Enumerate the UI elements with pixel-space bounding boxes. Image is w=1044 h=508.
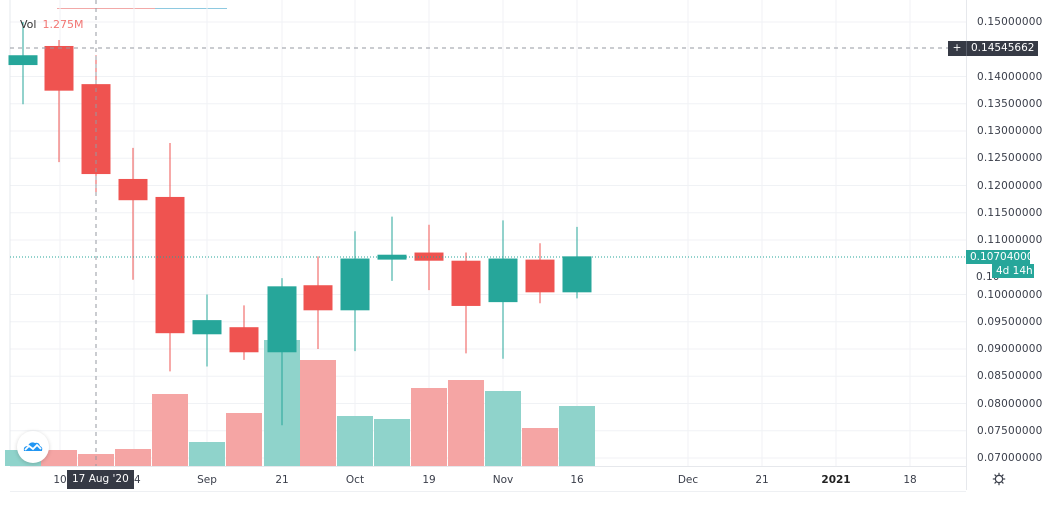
price-tick-label: 0.11000000 xyxy=(977,234,1043,246)
tradingview-logo-icon xyxy=(23,442,43,451)
candle xyxy=(340,231,370,352)
price-tick-label: 0.11500000 xyxy=(977,206,1043,219)
time-tick-label: 2021 xyxy=(821,474,851,486)
volume-bar xyxy=(374,419,410,466)
top-indicator-line-blue xyxy=(155,8,227,9)
volume-legend-value: 1.275M xyxy=(42,18,84,31)
price-tick-label: 0.07500000 xyxy=(977,424,1043,437)
crosshair-price-value: 0.14545662 xyxy=(971,42,1035,54)
volume-bar xyxy=(559,406,595,466)
candle xyxy=(229,305,259,360)
volume-bar xyxy=(337,416,373,466)
candle xyxy=(303,256,333,349)
settings-gear-icon[interactable] xyxy=(992,472,1006,486)
crosshair-price-label: + 0.14545662 xyxy=(948,41,1039,56)
volume-bar xyxy=(41,450,77,466)
price-tick-label: 0.15000000 xyxy=(977,16,1043,28)
crosshair-lines xyxy=(10,0,966,466)
candle xyxy=(451,252,481,354)
volume-bar xyxy=(448,380,484,466)
price-tick-label: 0.12000000 xyxy=(977,179,1043,192)
price-tick-label: 0.13000000 xyxy=(977,125,1043,137)
tradingview-logo-button[interactable] xyxy=(17,431,49,463)
volume-bar xyxy=(152,394,188,466)
time-tick-label: 19 xyxy=(422,474,436,486)
price-tick-label: 0.09500000 xyxy=(977,315,1043,328)
price-tick-label: 0.07000000 xyxy=(977,452,1043,464)
price-axis[interactable]: 0.15000000 0.14000000 0.13500000 0.13000000… xyxy=(966,0,1044,490)
candle xyxy=(562,226,592,299)
candle xyxy=(377,216,407,281)
price-tick-label: 0.09000000 xyxy=(977,343,1043,355)
crosshair-time-label: 17 Aug '20 xyxy=(67,470,134,489)
time-tick-label: Oct xyxy=(345,474,365,486)
candle xyxy=(118,147,148,280)
time-tick-label: Nov xyxy=(492,474,514,486)
volume-legend-label: Vol xyxy=(20,18,37,31)
price-tick-label: 0.13500000 xyxy=(977,97,1043,110)
candle xyxy=(488,220,518,359)
volume-legend: Vol 1.275M xyxy=(20,18,83,31)
price-tick-label: 0.12500000 xyxy=(977,152,1043,165)
candle xyxy=(8,22,38,105)
volume-bar xyxy=(189,442,225,466)
time-tick-label: Sep xyxy=(197,474,217,486)
candle xyxy=(192,294,222,367)
volume-bar xyxy=(485,391,521,466)
time-tick-label: 21 xyxy=(275,474,289,486)
time-tick-label: 21 xyxy=(755,474,769,486)
price-tick-label: 0.10000000 xyxy=(977,288,1043,301)
price-tick-label: 0.14000000 xyxy=(977,70,1043,83)
bar-countdown-label: 4d 14h xyxy=(992,264,1034,278)
candle xyxy=(44,39,74,163)
price-plot[interactable] xyxy=(0,0,966,466)
volume-bar xyxy=(522,428,558,466)
time-tick-label: 18 xyxy=(903,474,917,486)
top-indicator-line-red xyxy=(57,8,227,9)
candle xyxy=(525,243,555,304)
time-tick-label: Dec xyxy=(677,474,699,486)
time-tick-label: 16 xyxy=(570,474,584,486)
price-tick-label: 0.08500000 xyxy=(977,370,1043,383)
volume-bar xyxy=(411,388,447,466)
volume-bar xyxy=(300,360,336,466)
add-alert-plus-icon[interactable]: + xyxy=(948,41,967,56)
candle xyxy=(267,278,297,426)
candle xyxy=(414,224,444,291)
time-axis[interactable]: 10 24 Sep 21 Oct 19 Nov 16 Dec 21 2021 18 xyxy=(10,466,966,492)
price-tick-label: 0.08000000 xyxy=(977,397,1043,410)
last-price-label: 0.10704000 xyxy=(966,250,1033,264)
candlesticks xyxy=(8,22,592,426)
time-tick-label: 10 xyxy=(53,474,67,486)
volume-bar xyxy=(115,449,151,466)
volume-bar xyxy=(226,413,262,466)
